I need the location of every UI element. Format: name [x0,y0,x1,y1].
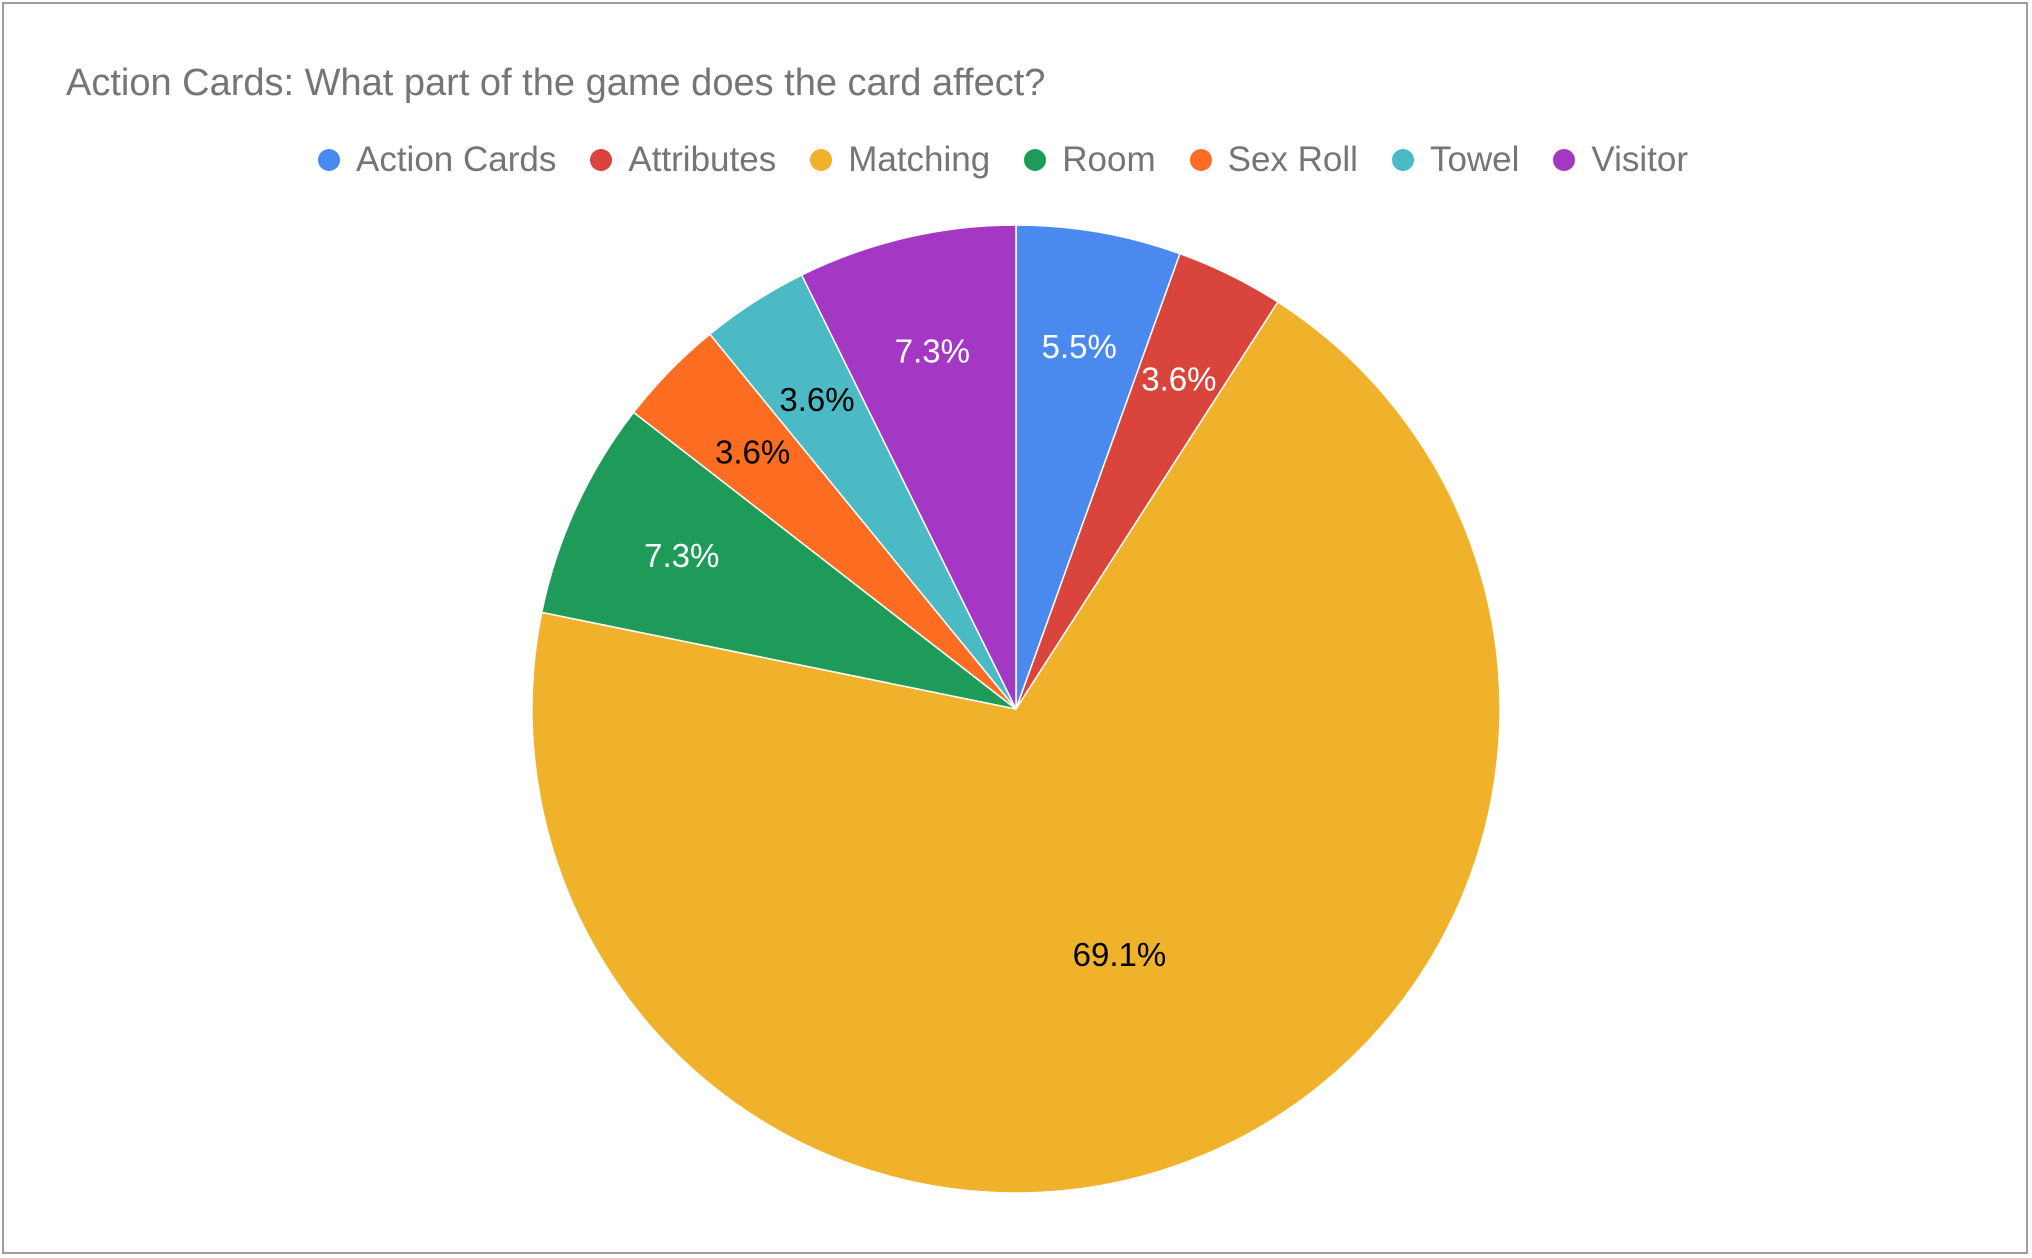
legend-marker [1189,149,1212,171]
pie-slice-visitor [800,224,1017,710]
legend-item-towel: Towel [1391,140,1520,180]
pie-slice-matching [531,300,1501,1194]
legend-item-room: Room [1024,140,1156,180]
slice-label-towel: 3.6% [779,381,854,418]
legend-label: Action Cards [355,140,557,179]
legend-label: Attributes [628,140,777,179]
legend-label: Visitor [1591,140,1689,179]
legend-label: Towel [1429,140,1520,179]
legend-marker [1553,149,1576,171]
slice-label-visitor: 7.3% [895,332,970,369]
slice-label-sex-roll: 3.6% [715,434,790,471]
legend-label: Sex Roll [1227,140,1358,179]
legend-item-sex-roll: Sex Roll [1189,140,1358,180]
legend-marker [810,149,833,171]
slice-label-matching: 69.1% [1073,936,1167,973]
pie-slice-room [540,411,1017,710]
legend-marker [1024,149,1047,171]
slice-label-attributes: 3.6% [1141,361,1216,398]
legend-marker [590,149,613,171]
legend-item-visitor: Visitor [1553,140,1688,180]
chart-title: Action Cards: What part of the game does… [66,62,1046,104]
legend-item-action-cards: Action Cards [317,140,557,180]
legend-label: Matching [848,140,991,179]
pie-labels: 5.5% 3.6% 69.1% 7.3% 3.6% 3.6% 7.3% [644,328,1216,973]
pie-slice-action-cards [1015,224,1181,710]
legend-item-attributes: Attributes [590,140,776,180]
legend-marker [1391,149,1414,171]
slice-label-action-cards: 5.5% [1042,328,1117,365]
legend: Action Cards Attributes Matching Room Sex Ro… [0,140,2032,180]
legend-marker [317,149,340,171]
legend-label: Room [1062,140,1156,179]
pie-slices [531,224,1501,1194]
slice-label-room: 7.3% [644,537,719,574]
legend-item-matching: Matching [810,140,990,180]
